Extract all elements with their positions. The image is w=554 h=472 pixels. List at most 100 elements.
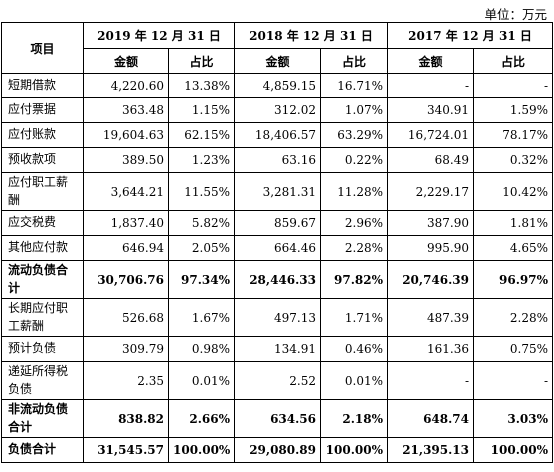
table-row-short-term-loans: 短期借款 4,220.60 13.38% 4,859.15 16.71% - - [1,73,553,98]
cell-amount-2017: 20,746.39 [387,260,474,299]
cell-ratio-2017: - [473,361,553,400]
row-label: 长期应付职工薪酬 [1,298,84,337]
row-label: 应付账款 [1,122,84,148]
cell-ratio-2018: 16.71% [320,73,388,98]
cell-ratio-2018: 11.28% [320,172,388,211]
row-label: 递延所得税负债 [1,361,84,400]
cell-amount-2018: 28,446.33 [234,260,321,299]
cell-amount-2017: 68.49 [387,147,474,173]
cell-ratio-2018: 0.22% [320,147,388,173]
cell-ratio-2017: 2.28% [473,298,553,337]
cell-ratio-2019: 0.98% [168,336,235,362]
cell-amount-2017: 995.90 [387,235,474,261]
cell-amount-2017: 487.39 [387,298,474,337]
table-row-employee-payables: 应付职工薪酬 3,644.21 11.55% 3,281.31 11.28% 2,229.… [1,172,553,211]
cell-ratio-2018: 2.28% [320,235,388,261]
cell-amount-2019: 1,837.40 [83,210,169,236]
cell-amount-2018: 4,859.15 [234,73,321,98]
cell-amount-2018: 312.02 [234,97,321,123]
table-row-long-term-employee-payables: 长期应付职工薪酬 526.68 1.67% 497.13 1.71% 487.39 2.28… [1,298,553,337]
cell-amount-2018: 859.67 [234,210,321,236]
row-label: 非流动负债合计 [1,399,84,438]
cell-amount-2018: 664.46 [234,235,321,261]
cell-ratio-2019: 1.23% [168,147,235,173]
cell-amount-2019: 31,545.57 [83,437,169,463]
cell-amount-2018: 497.13 [234,298,321,337]
header-ratio-2019: 占比 [168,48,235,74]
cell-amount-2019: 526.68 [83,298,169,337]
cell-amount-2017: 16,724.01 [387,122,474,148]
cell-amount-2018: 134.91 [234,336,321,362]
cell-ratio-2017: 4.65% [473,235,553,261]
cell-amount-2017: 2,229.17 [387,172,474,211]
cell-ratio-2018: 100.00% [320,437,388,463]
cell-ratio-2017: 3.03% [473,399,553,438]
cell-amount-2019: 30,706.76 [83,260,169,299]
cell-amount-2019: 2.35 [83,361,169,400]
row-label: 流动负债合计 [1,260,84,299]
cell-ratio-2019: 2.66% [168,399,235,438]
cell-ratio-2018: 1.07% [320,97,388,123]
cell-ratio-2017: 78.17% [473,122,553,148]
row-label: 预收款项 [1,147,84,173]
cell-ratio-2019: 0.01% [168,361,235,400]
cell-ratio-2018: 97.82% [320,260,388,299]
cell-ratio-2017: 1.81% [473,210,553,236]
row-label: 其他应付款 [1,235,84,261]
row-label: 预计负债 [1,336,84,362]
cell-ratio-2017: 0.75% [473,336,553,362]
table-body: 短期借款 4,220.60 13.38% 4,859.15 16.71% - - 应付票据 36… [1,73,553,463]
row-label: 应交税费 [1,210,84,236]
cell-amount-2018: 2.52 [234,361,321,400]
cell-amount-2018: 29,080.89 [234,437,321,463]
cell-amount-2017: 340.91 [387,97,474,123]
cell-amount-2019: 309.79 [83,336,169,362]
cell-amount-2019: 363.48 [83,97,169,123]
cell-amount-2017: - [387,73,474,98]
table-row-taxes-payable: 应交税费 1,837.40 5.82% 859.67 2.96% 387.90 1.81% [1,210,553,236]
table-row-provisions: 预计负债 309.79 0.98% 134.91 0.46% 161.36 0.75% [1,336,553,362]
cell-amount-2018: 63.16 [234,147,321,173]
cell-amount-2018: 3,281.31 [234,172,321,211]
cell-amount-2019: 389.50 [83,147,169,173]
cell-amount-2019: 838.82 [83,399,169,438]
header-year-2017: 2017 年 12 月 31 日 [387,22,553,49]
cell-ratio-2019: 100.00% [168,437,235,463]
unit-note: 单位：万元 [484,7,547,22]
cell-ratio-2018: 2.96% [320,210,388,236]
cell-ratio-2017: 96.97% [473,260,553,299]
header-item: 项目 [1,22,84,74]
header-year-2019: 2019 年 12 月 31 日 [83,22,235,49]
header-amount-2019: 金额 [83,48,169,74]
cell-ratio-2017: 0.32% [473,147,553,173]
table-row-other-payables: 其他应付款 646.94 2.05% 664.46 2.28% 995.90 4.65% [1,235,553,261]
header-ratio-2017: 占比 [473,48,553,74]
cell-amount-2017: 161.36 [387,336,474,362]
cell-ratio-2017: 10.42% [473,172,553,211]
cell-amount-2019: 3,644.21 [83,172,169,211]
header-ratio-2018: 占比 [320,48,388,74]
header-amount-2017: 金额 [387,48,474,74]
cell-ratio-2019: 11.55% [168,172,235,211]
cell-ratio-2017: 1.59% [473,97,553,123]
table-row-non-current-liabilities-total: 非流动负债合计 838.82 2.66% 634.56 2.18% 648.74 3.03% [1,399,553,438]
cell-ratio-2018: 2.18% [320,399,388,438]
header-amount-2018: 金额 [234,48,321,74]
cell-amount-2017: 387.90 [387,210,474,236]
cell-ratio-2019: 2.05% [168,235,235,261]
header-year-2018: 2018 年 12 月 31 日 [234,22,388,49]
row-label: 应付职工薪酬 [1,172,84,211]
cell-ratio-2019: 97.34% [168,260,235,299]
cell-ratio-2018: 63.29% [320,122,388,148]
cell-ratio-2017: 100.00% [473,437,553,463]
table-row-current-liabilities-total: 流动负债合计 30,706.76 97.34% 28,446.33 97.82% 20,7… [1,260,553,299]
cell-amount-2017: - [387,361,474,400]
cell-ratio-2019: 1.15% [168,97,235,123]
cell-ratio-2019: 1.67% [168,298,235,337]
cell-amount-2019: 4,220.60 [83,73,169,98]
cell-amount-2017: 648.74 [387,399,474,438]
cell-ratio-2019: 5.82% [168,210,235,236]
cell-amount-2019: 646.94 [83,235,169,261]
cell-ratio-2018: 0.46% [320,336,388,362]
row-label: 短期借款 [1,73,84,98]
